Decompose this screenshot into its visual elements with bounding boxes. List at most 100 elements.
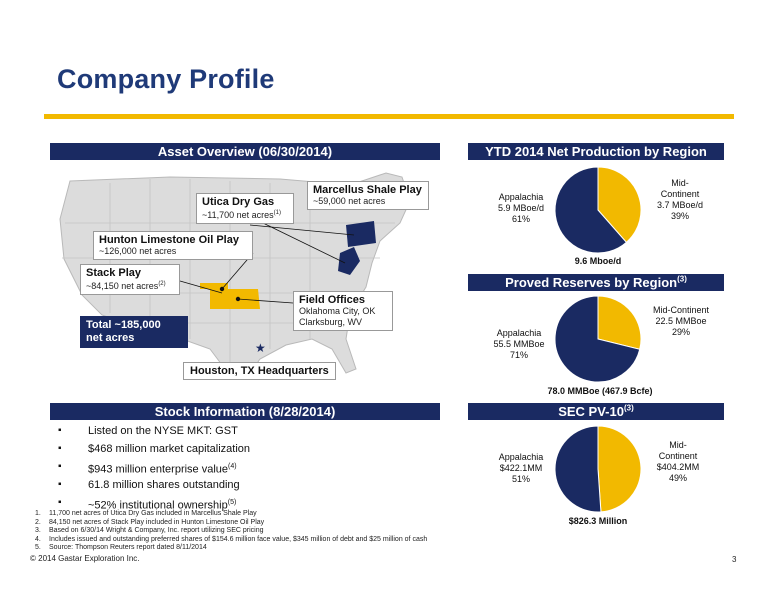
slice-label-line: Continent	[660, 189, 700, 199]
stock-item-ref: (5)	[227, 499, 237, 506]
slice-label-line: 5.9 MBoe/d	[497, 203, 545, 213]
stock-list: Listed on the NYSE MKT: GST $468 million…	[58, 424, 438, 514]
reserves-title-ref: (3)	[677, 274, 687, 284]
total-acres-line1: Total ~185,000	[86, 319, 161, 331]
production-appalachia-label: Appalachia 5.9 MBoe/d 61%	[486, 192, 556, 225]
pv10-chart-header: SEC PV-10(3)	[468, 403, 724, 420]
page-title: Company Profile	[57, 64, 275, 94]
stock-item-text: $468 million market capitalization	[88, 443, 251, 455]
footnote-text: Source: Thompson Reuters report dated 8/…	[49, 544, 207, 551]
production-total: 9.6 Mboe/d	[574, 256, 622, 266]
production-pie	[554, 166, 642, 254]
pv10-pie	[554, 425, 642, 513]
hunton-title: Hunton Limestone Oil Play	[99, 234, 239, 246]
stack-callout: Stack Play ~84,150 net acres(2)	[80, 264, 180, 295]
slice-label-line: Mid-	[669, 440, 687, 450]
slice-label-line: 51%	[511, 474, 530, 484]
footnote-number: 5.	[35, 544, 41, 551]
list-item: Listed on the NYSE MKT: GST	[58, 424, 438, 442]
slice-label-line: Mid-Continent	[652, 305, 710, 315]
slice-label-line: 3.7 MBoe/d	[656, 200, 704, 210]
utica-title: Utica Dry Gas	[202, 196, 275, 208]
stock-item-ref: (4)	[228, 463, 237, 470]
pv10-midcontinent-label: Mid- Continent $404.2MM 49%	[638, 440, 718, 484]
reserves-chart-header: Proved Reserves by Region(3)	[468, 274, 724, 291]
stack-title: Stack Play	[86, 267, 142, 279]
slice-label-line: Appalachia	[496, 328, 542, 338]
copyright: © 2014 Gastar Exploration Inc.	[30, 554, 140, 563]
pie-slice-appalachia	[554, 425, 602, 513]
footnote-text: Based on 6/30/14 Wright & Company, Inc. …	[49, 527, 264, 534]
pie-slice-appalachia	[554, 295, 641, 383]
marcellus-callout: Marcellus Shale Play ~59,000 net acres	[307, 181, 429, 210]
slice-label-line: 71%	[509, 350, 528, 360]
slice-label-line: 49%	[668, 473, 687, 483]
production-chart-title: YTD 2014 Net Production by Region	[485, 144, 707, 159]
footnotes: 1. 11,700 net acres of Utica Dry Gas incl…	[35, 510, 575, 553]
pv10-title-ref: (3)	[623, 403, 634, 413]
slice-label-line: 39%	[670, 211, 689, 221]
pv10-appalachia-label: Appalachia $422.1MM 51%	[486, 452, 556, 485]
footnote: 2. 84,150 net acres of Stack Play include…	[35, 519, 575, 528]
pie-slice-mid-continent	[597, 295, 642, 350]
pie-slice-mid-continent	[597, 425, 642, 513]
stack-acres: ~84,150 net acres	[86, 281, 159, 291]
slice-label-line: Continent	[658, 451, 698, 461]
utica-callout: Utica Dry Gas ~11,700 net acres(1)	[196, 193, 294, 224]
production-midcontinent-label: Mid- Continent 3.7 MBoe/d 39%	[640, 178, 720, 222]
stock-item-text: 61.8 million shares outstanding	[88, 479, 240, 491]
hunton-callout: Hunton Limestone Oil Play ~126,000 net a…	[93, 231, 253, 260]
list-item: $943 million enterprise value(4)	[58, 460, 438, 478]
reserves-total: 78.0 MMBoe (467.9 Bcfe)	[547, 386, 653, 396]
stock-item-text: Listed on the NYSE MKT: GST	[88, 425, 238, 437]
utica-ref: (1)	[273, 210, 281, 216]
field-offices-callout: Field Offices Oklahoma City, OK Clarksbu…	[293, 291, 393, 331]
stock-item-text: ~52% institutional ownership	[88, 499, 228, 512]
slice-label-line: Mid-	[671, 178, 689, 188]
stack-ref: (2)	[158, 281, 166, 287]
reserves-pie	[554, 295, 642, 383]
slice-label-line: 55.5 MMBoe	[493, 339, 545, 349]
footnote-text: Includes issued and outstanding preferre…	[49, 535, 428, 543]
footnote-number: 1.	[35, 510, 41, 517]
title-rule	[44, 114, 734, 119]
footnote: 3. Based on 6/30/14 Wright & Company, Inc…	[35, 527, 575, 536]
list-item: ~52% institutional ownership(5)	[58, 496, 438, 514]
slice-label-line: 29%	[671, 327, 690, 337]
reserves-appalachia-label: Appalachia 55.5 MMBoe 71%	[484, 328, 554, 361]
slice-label-line: Appalachia	[498, 192, 544, 202]
list-item: $468 million market capitalization	[58, 442, 438, 460]
pie-slice-mid-continent	[597, 166, 642, 244]
footnote: 5. Source: Thompson Reuters report dated …	[35, 544, 575, 553]
production-chart-header: YTD 2014 Net Production by Region	[468, 143, 724, 160]
slice-label-line: 61%	[511, 214, 530, 224]
total-acres-line2: net acres	[86, 332, 135, 344]
pv10-total: $826.3 Million	[568, 516, 628, 526]
footnote-number: 3.	[35, 527, 41, 534]
footnote-number: 2.	[35, 518, 41, 526]
slice-label-line: Appalachia	[498, 452, 544, 462]
footnote: 1. 11,700 net acres of Utica Dry Gas incl…	[35, 510, 575, 519]
marcellus-acres: ~59,000 net acres	[313, 196, 386, 206]
slice-label-line: 22.5 MMBoe	[655, 316, 707, 326]
hq-callout: Houston, TX Headquarters	[183, 362, 336, 380]
pie-slice-appalachia	[554, 166, 628, 254]
footnote-number: 4.	[35, 535, 41, 543]
reserves-midcontinent-label: Mid-Continent 22.5 MMBoe 29%	[636, 305, 726, 338]
utica-acres: ~11,700 net acres	[202, 210, 274, 220]
footnote-text: 11,700 net acres of Utica Dry Gas includ…	[49, 510, 257, 517]
slice-label-line: $422.1MM	[499, 463, 543, 473]
field-office-wv: Clarksburg, WV	[299, 317, 363, 327]
stock-item-text: $943 million enterprise value	[88, 463, 229, 476]
field-office-okc: Oklahoma City, OK	[299, 306, 376, 316]
svg-text:★: ★	[255, 341, 266, 355]
hunton-acres: ~126,000 net acres	[99, 246, 177, 256]
reserves-chart-title: Proved Reserves by Region	[505, 275, 678, 290]
page-number: 3	[732, 555, 737, 564]
field-offices-title: Field Offices	[299, 294, 366, 306]
pv10-chart-title: SEC PV-10	[558, 404, 624, 419]
stock-info-header: Stock Information (8/28/2014)	[50, 403, 440, 420]
asset-overview-header: Asset Overview (06/30/2014)	[50, 143, 440, 160]
slice-label-line: $404.2MM	[656, 462, 700, 472]
footnote-text: 84,150 net acres of Stack Play included …	[49, 518, 265, 526]
